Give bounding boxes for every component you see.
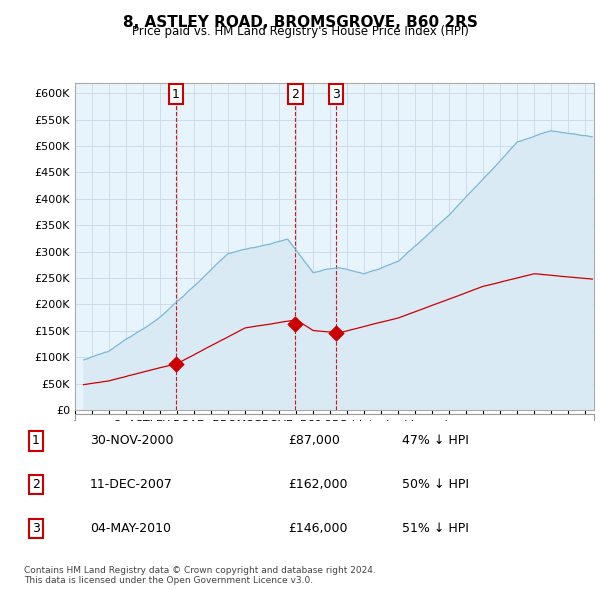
Text: 30-NOV-2000: 30-NOV-2000 [90, 434, 173, 447]
Text: 50% ↓ HPI: 50% ↓ HPI [402, 478, 469, 491]
Text: 8, ASTLEY ROAD, BROMSGROVE, B60 2RS: 8, ASTLEY ROAD, BROMSGROVE, B60 2RS [122, 15, 478, 30]
Point [171, 359, 181, 369]
Text: £87,000: £87,000 [288, 434, 340, 447]
Text: 3: 3 [332, 87, 340, 100]
Point [331, 328, 341, 337]
Text: 2: 2 [292, 87, 299, 100]
Text: HPI: Average price, detached house, Bromsgrove: HPI: Average price, detached house, Brom… [114, 437, 388, 447]
Text: 47% ↓ HPI: 47% ↓ HPI [402, 434, 469, 447]
Text: Price paid vs. HM Land Registry's House Price Index (HPI): Price paid vs. HM Land Registry's House … [131, 25, 469, 38]
Text: 8, ASTLEY ROAD, BROMSGROVE, B60 2RS (detached house): 8, ASTLEY ROAD, BROMSGROVE, B60 2RS (det… [114, 419, 449, 430]
Text: 51% ↓ HPI: 51% ↓ HPI [402, 522, 469, 535]
Text: £146,000: £146,000 [288, 522, 347, 535]
Text: 3: 3 [32, 522, 40, 535]
Text: 1: 1 [172, 87, 179, 100]
Text: 2: 2 [32, 478, 40, 491]
FancyBboxPatch shape [75, 414, 594, 451]
Text: £162,000: £162,000 [288, 478, 347, 491]
Point [290, 320, 300, 329]
Text: Contains HM Land Registry data © Crown copyright and database right 2024.
This d: Contains HM Land Registry data © Crown c… [24, 566, 376, 585]
Text: 04-MAY-2010: 04-MAY-2010 [90, 522, 171, 535]
Text: 11-DEC-2007: 11-DEC-2007 [90, 478, 173, 491]
Text: 1: 1 [32, 434, 40, 447]
